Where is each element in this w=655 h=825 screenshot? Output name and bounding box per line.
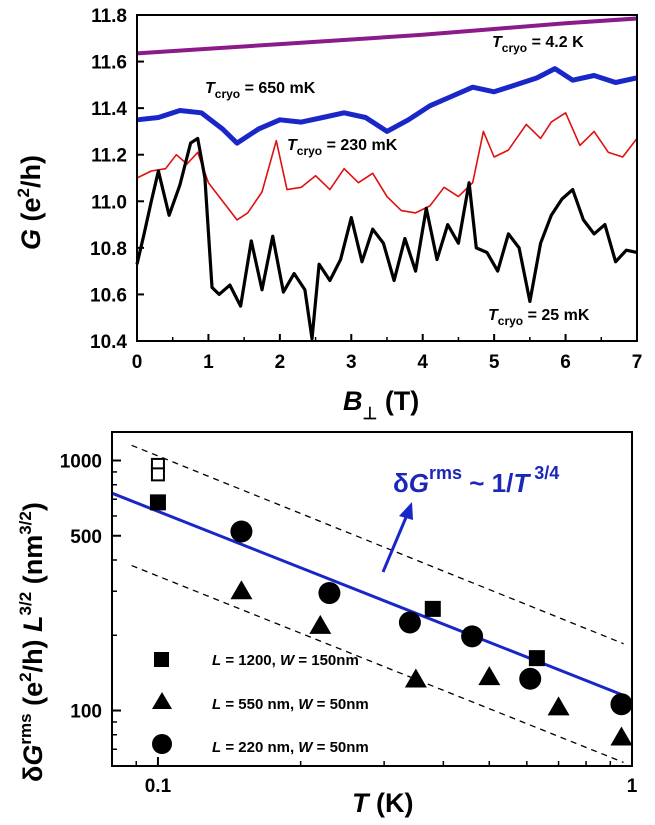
top-y-tick-label: 10.6 — [90, 285, 127, 306]
top-x-tick-label: 4 — [417, 352, 428, 373]
annotation-arrow — [381, 514, 409, 573]
bottom-y-tick-label: 100 — [70, 702, 102, 723]
triangle-point — [404, 668, 427, 688]
top-y-tick-label: 11.8 — [91, 6, 127, 27]
bottom-tick-group: 0.1 1 100 500 1000 — [60, 451, 638, 797]
conductance-trace-1 — [136, 66, 638, 146]
legend-label-square: L = 1200, W = 150nm — [212, 652, 359, 669]
top-x-tick-label: 0 — [132, 352, 143, 373]
annotation-25mk: Tcryo = 25 mK — [488, 307, 590, 328]
top-x-tick-label: 1 — [203, 352, 214, 373]
top-y-tick-label: 10.8 — [90, 239, 127, 260]
conductance-trace-0 — [136, 16, 638, 56]
conductance-chart: 0 1 2 3 4 5 6 7 10.4 10.6 10.8 11.0 11.2 11.4 11.6 11.8… — [14, 6, 642, 423]
circle-point — [230, 520, 253, 543]
bottom-plot-frame — [111, 431, 633, 767]
bottom-x-tick-label: 0.1 — [145, 776, 172, 797]
circle-point — [519, 667, 542, 690]
dashed-guide-line-1 — [131, 564, 624, 764]
circle-point — [461, 625, 484, 648]
top-y-tick-label: 11.2 — [91, 146, 127, 167]
scatter-point-group — [149, 457, 633, 746]
top-x-tick-label: 5 — [489, 352, 500, 373]
legend-label-circle: L = 220 nm, W = 50nm — [212, 739, 369, 756]
conductance-trace-3 — [135, 136, 638, 341]
top-x-tick-label: 3 — [346, 352, 357, 373]
legend-triangle-marker — [152, 692, 172, 709]
fluctuation-chart: 0.1 1 100 500 1000 δGrms ~ 1/T 3/4 L = 1200,… — [16, 431, 638, 818]
bottom-y-axis-label: δGrms (e2/h) L3/2 (nm3/2) — [16, 502, 48, 782]
open-square-point — [150, 467, 165, 482]
top-x-axis-label: B⊥ (T) — [343, 386, 419, 423]
circle-point — [398, 611, 421, 634]
annotation-arrow-head — [399, 502, 413, 520]
conductance-series-group — [135, 16, 638, 341]
bottom-x-tick-label: 1 — [627, 776, 638, 797]
bottom-x-axis-label: T (K) — [352, 788, 413, 818]
annotation-650mk: Tcryo = 650 mK — [205, 80, 316, 101]
bottom-y-tick-label: 1000 — [60, 451, 102, 472]
fit-line-group — [111, 444, 625, 764]
bottom-y-tick-label: 500 — [70, 527, 102, 548]
square-point — [149, 494, 166, 511]
conductance-trace-2 — [136, 112, 638, 221]
top-y-tick-label: 11.4 — [91, 99, 127, 120]
annotation-4k: Tcryo = 4.2 K — [492, 34, 584, 55]
square-point — [528, 650, 545, 667]
top-y-tick-label: 11.0 — [91, 192, 127, 213]
triangle-point — [309, 614, 332, 634]
top-y-axis-label: G (e2/h) — [14, 155, 46, 250]
top-tick-group: 0 1 2 3 4 5 6 7 10.4 10.6 10.8 11.0 11.2 11.4 11.6 11.8 — [90, 6, 642, 373]
legend-circle-marker — [152, 734, 172, 754]
top-x-tick-label: 2 — [275, 352, 286, 373]
fit-line — [111, 491, 625, 697]
top-x-tick-label: 7 — [632, 352, 643, 373]
top-y-tick-label: 11.6 — [91, 53, 127, 74]
legend-square-marker — [154, 652, 169, 667]
legend-label-triangle: L = 550 nm, W = 50nm — [212, 696, 369, 713]
legend: L = 1200, W = 150nm L = 550 nm, W = 50nm… — [152, 652, 369, 756]
triangle-point — [478, 666, 501, 686]
annotation-230mk: Tcryo = 230 mK — [287, 137, 398, 158]
top-y-tick-label: 10.4 — [90, 332, 127, 353]
scaling-annotation: δGrms ~ 1/T 3/4 — [393, 463, 559, 498]
circle-point — [318, 582, 341, 605]
triangle-point — [547, 696, 570, 716]
circle-point — [610, 693, 633, 716]
top-x-tick-label: 6 — [560, 352, 571, 373]
dashed-guide-line-0 — [131, 444, 624, 645]
triangle-point — [610, 726, 633, 746]
top-plot-frame — [136, 14, 638, 342]
square-point — [424, 600, 441, 617]
triangle-point — [230, 580, 253, 600]
